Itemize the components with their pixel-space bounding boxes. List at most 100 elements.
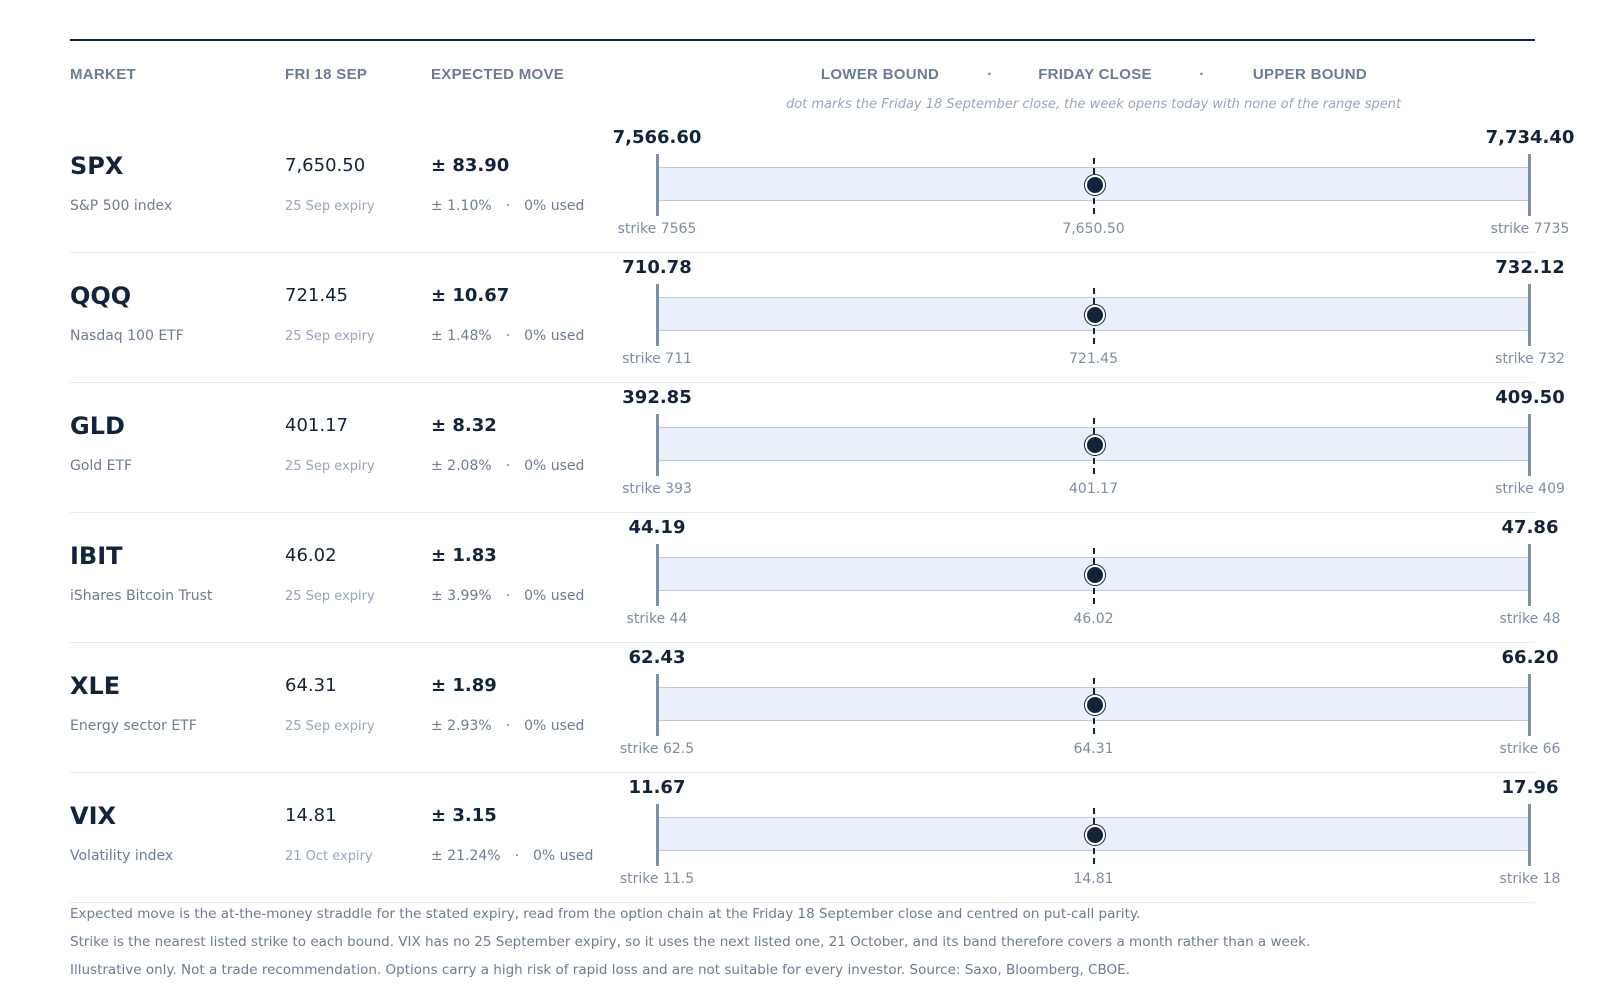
separator: · (505, 458, 511, 474)
expected-move: ± 8.32 (431, 415, 497, 436)
expiry: 25 Sep expiry (285, 459, 375, 474)
close-label: 46.02 (1073, 611, 1114, 627)
lower-bound: 62.43 (628, 647, 686, 668)
close-dot (1084, 435, 1105, 455)
move-pct: ± 21.24% · 0% used (431, 848, 593, 864)
move-pct: ± 1.48% · 0% used (431, 328, 584, 344)
expiry: 21 Oct expiry (285, 849, 373, 864)
ticker: SPX (70, 152, 124, 180)
ticker: GLD (70, 412, 125, 440)
close-dot (1084, 565, 1105, 585)
upper-bound: 66.20 (1501, 647, 1559, 668)
range-header: UPPER BOUND (1252, 66, 1368, 83)
lower-line (656, 414, 659, 476)
upper-strike: strike 48 (1499, 611, 1561, 627)
market-name: S&P 500 index (70, 198, 173, 214)
ticker: XLE (70, 672, 121, 700)
expected-move: ± 1.89 (431, 675, 497, 696)
close: 46.02 (285, 545, 337, 566)
market-name: Nasdaq 100 ETF (70, 328, 184, 344)
used: 0% used (524, 458, 585, 474)
close-dot (1084, 825, 1105, 845)
lower-bound: 7,566.60 (612, 127, 702, 148)
expected-move: ± 3.15 (431, 805, 497, 826)
lower-strike: strike 44 (626, 611, 688, 627)
ticker: QQQ (70, 282, 132, 310)
row-divider (70, 252, 1535, 253)
lower-line (656, 544, 659, 606)
lower-strike: strike 7565 (617, 221, 697, 237)
market-name: Energy sector ETF (70, 718, 197, 734)
close-dot (1084, 695, 1105, 715)
lower-line (656, 674, 659, 736)
lower-strike: strike 11.5 (619, 871, 695, 887)
move-pct: ± 2.93% (431, 718, 492, 734)
move-pct: ± 2.93% · 0% used (431, 718, 584, 734)
move-pct: ± 21.24% (431, 848, 501, 864)
ticker: IBIT (70, 542, 123, 570)
lower-line (656, 284, 659, 346)
ticker: VIX (70, 802, 117, 830)
row-divider (70, 382, 1535, 383)
range-header: LOWER BOUND (820, 66, 940, 83)
upper-line (1528, 154, 1531, 216)
expected-move: ± 1.83 (431, 545, 497, 566)
upper-line (1528, 804, 1531, 866)
upper-bound: 732.12 (1495, 257, 1565, 278)
upper-bound: 17.96 (1501, 777, 1559, 798)
expiry: 25 Sep expiry (285, 589, 375, 604)
used: 0% used (524, 328, 585, 344)
lower-bound: 392.85 (622, 387, 692, 408)
move-pct: ± 1.10% · 0% used (431, 198, 584, 214)
upper-bound: 47.86 (1501, 517, 1559, 538)
lower-strike: strike 711 (622, 351, 692, 367)
column-header: FRI 18 SEP (285, 66, 368, 83)
upper-strike: strike 18 (1499, 871, 1561, 887)
used: 0% used (524, 718, 585, 734)
separator: · (505, 588, 511, 604)
close: 64.31 (285, 675, 337, 696)
upper-strike: strike 7735 (1490, 221, 1570, 237)
row-divider (70, 772, 1535, 773)
row-divider (70, 902, 1535, 903)
top-rule (70, 39, 1535, 41)
upper-strike: strike 66 (1499, 741, 1561, 757)
upper-line (1528, 544, 1531, 606)
move-pct: ± 3.99% · 0% used (431, 588, 584, 604)
header-separator: · (987, 66, 993, 83)
row-divider (70, 512, 1535, 513)
header-note: dot marks the Friday 18 September close,… (785, 97, 1402, 112)
upper-line (1528, 284, 1531, 346)
column-header: MARKET (70, 66, 136, 83)
expiry: 25 Sep expiry (285, 199, 375, 214)
range-header: FRIDAY CLOSE (1038, 66, 1152, 83)
expiry: 25 Sep expiry (285, 719, 375, 734)
close-label: 7,650.50 (1062, 221, 1125, 237)
separator: · (505, 198, 511, 214)
close-dot (1084, 305, 1105, 325)
close-label: 401.17 (1069, 481, 1118, 497)
market-name: Volatility index (70, 848, 174, 864)
close: 14.81 (285, 805, 337, 826)
close: 721.45 (285, 285, 348, 306)
close: 401.17 (285, 415, 348, 436)
market-name: iShares Bitcoin Trust (70, 588, 213, 604)
lower-strike: strike 62.5 (619, 741, 695, 757)
used: 0% used (533, 848, 594, 864)
close: 7,650.50 (285, 155, 366, 176)
expected-move: ± 10.67 (431, 285, 510, 306)
lower-line (656, 154, 659, 216)
market-name: Gold ETF (70, 458, 133, 474)
upper-line (1528, 414, 1531, 476)
lower-bound: 11.67 (628, 777, 686, 798)
upper-strike: strike 732 (1495, 351, 1565, 367)
header-separator: · (1199, 66, 1205, 83)
lower-bound: 710.78 (622, 257, 692, 278)
close-label: 64.31 (1073, 741, 1114, 757)
separator: · (505, 328, 511, 344)
upper-bound: 409.50 (1495, 387, 1565, 408)
row-divider (70, 642, 1535, 643)
used: 0% used (524, 198, 585, 214)
close-label: 14.81 (1073, 871, 1114, 887)
